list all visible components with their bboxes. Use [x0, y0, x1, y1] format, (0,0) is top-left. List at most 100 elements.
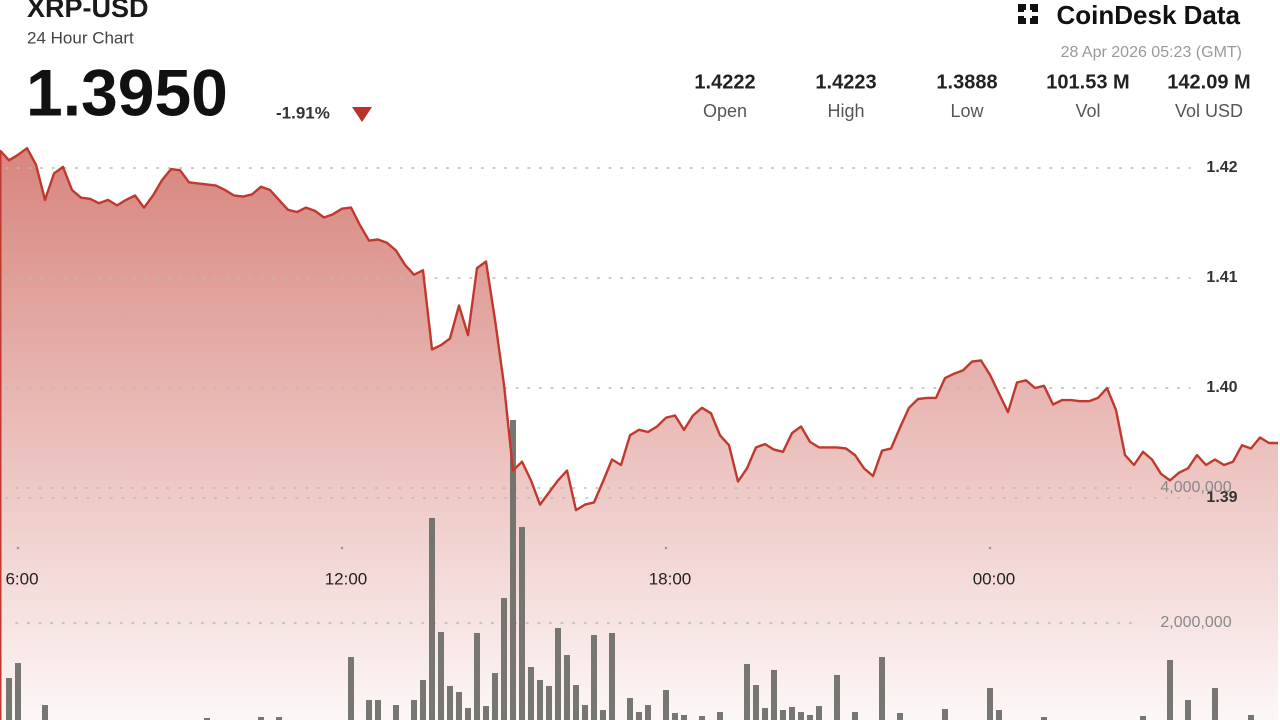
- stats: 1.4222 Open 1.4223 High 1.3888 Low 101.53 M Vol…: [694, 71, 1250, 120]
- x-tick-mark: [664, 546, 668, 550]
- volume-layer: [6, 420, 1254, 720]
- volume-bar: [348, 657, 354, 720]
- brand: CoinDesk Data: [1057, 0, 1241, 30]
- volume-bar: [600, 710, 606, 720]
- volume-bar: [366, 700, 372, 720]
- stat-value: 142.09 M: [1167, 71, 1250, 93]
- volume-bar: [996, 710, 1002, 720]
- volume-bar: [834, 674, 840, 720]
- down-arrow: [352, 107, 372, 122]
- volume-bar: [771, 669, 777, 720]
- volume-tick-label: 4,000,000: [1160, 479, 1231, 496]
- volume-bar: [609, 632, 615, 720]
- stat-value: 1.4223: [815, 71, 876, 93]
- timestamp: 28 Apr 2026 05:23 (GMT): [1061, 44, 1242, 61]
- stat-label: Vol USD: [1175, 101, 1243, 121]
- price-tick-label: 1.42: [1206, 159, 1237, 176]
- volume-bar: [636, 712, 642, 720]
- volume-bar: [6, 678, 12, 720]
- subtitle: 24 Hour Chart: [27, 28, 134, 47]
- volume-bar: [1212, 688, 1218, 720]
- volume-bar: [942, 708, 948, 720]
- volume-bar: [420, 679, 426, 720]
- symbol: XRP-USD: [27, 0, 149, 23]
- volume-bar: [492, 673, 498, 720]
- volume-bar: [897, 712, 903, 720]
- volume-bar: [627, 697, 633, 720]
- volume-bar: [582, 705, 588, 720]
- volume-bar: [564, 654, 570, 720]
- volume-bar: [546, 685, 552, 720]
- volume-bar: [591, 635, 597, 720]
- volume-bar: [681, 715, 687, 720]
- volume-bar: [987, 688, 993, 720]
- area-layer: [0, 148, 1278, 720]
- volume-bar: [537, 679, 543, 720]
- volume-tick-label: 2,000,000: [1160, 614, 1231, 631]
- volume-bar: [663, 690, 669, 720]
- plot-area: 1.39 1.40 1.41 1.42 6:00 12:00 18:00 00:00 2,000…: [0, 147, 1278, 720]
- volume-bar: [15, 663, 21, 720]
- volume-bar: [789, 706, 795, 720]
- x-tick-label: 6:00: [5, 569, 38, 588]
- volume-bar: [456, 691, 462, 720]
- volume-bar: [528, 667, 534, 720]
- volume-bar: [852, 712, 858, 720]
- volume-bar: [1248, 715, 1254, 720]
- price-tick-label: 1.40: [1206, 379, 1237, 396]
- price-area: [0, 148, 1278, 720]
- x-tick-mark: [16, 546, 20, 550]
- volume-bar: [672, 712, 678, 720]
- x-tick-label: 00:00: [973, 569, 1016, 588]
- volume-bar: [258, 717, 264, 720]
- volume-bar: [573, 685, 579, 720]
- x-tick-label: 18:00: [649, 569, 692, 588]
- volume-bar: [474, 632, 480, 720]
- brand-logo: [1018, 4, 1038, 24]
- volume-bar: [879, 657, 885, 720]
- change: -1.91%: [276, 103, 330, 122]
- x-tick-mark: [340, 546, 344, 550]
- volume-bar: [42, 705, 48, 720]
- volume-bar: [393, 705, 399, 720]
- volume-bar: [501, 598, 507, 720]
- volume-bar: [276, 717, 282, 720]
- stat-value: 101.53 M: [1046, 71, 1129, 93]
- x-tick-mark: [988, 546, 992, 550]
- volume-bar: [744, 663, 750, 720]
- volume-bar: [204, 717, 210, 720]
- price-tick-label: 1.41: [1206, 269, 1237, 286]
- volume-bar: [519, 527, 525, 720]
- volume-bar: [483, 706, 489, 720]
- volume-bar: [807, 715, 813, 720]
- volume-bar: [753, 685, 759, 720]
- volume-bar: [555, 627, 561, 720]
- header: XRP-USD 24 Hour Chart 1.3950 -1.91% Coin…: [26, 0, 1242, 129]
- volume-bar: [717, 712, 723, 720]
- volume-bar: [447, 685, 453, 720]
- price-tick-label: 1.39: [1206, 489, 1237, 506]
- volume-bar: [510, 420, 516, 720]
- volume-bar: [411, 700, 417, 720]
- volume-bar: [1185, 700, 1191, 720]
- volume-bar: [780, 710, 786, 720]
- stat-label: Low: [950, 101, 984, 121]
- stat-value: 1.4222: [694, 71, 755, 93]
- stat-label: Vol: [1075, 101, 1100, 121]
- volume-bar: [1140, 716, 1146, 720]
- stat-value: 1.3888: [936, 71, 997, 93]
- volume-bar: [375, 700, 381, 720]
- grid-layer: [5, 167, 1191, 624]
- stat-label: Open: [703, 101, 747, 121]
- volume-bar: [699, 716, 705, 720]
- volume-bar: [438, 631, 444, 720]
- volume-bar: [816, 706, 822, 720]
- x-tick-label: 12:00: [325, 569, 368, 588]
- stat-label: High: [827, 101, 864, 121]
- volume-bar: [798, 712, 804, 720]
- volume-bar: [465, 707, 471, 720]
- volume-bar: [1167, 659, 1173, 720]
